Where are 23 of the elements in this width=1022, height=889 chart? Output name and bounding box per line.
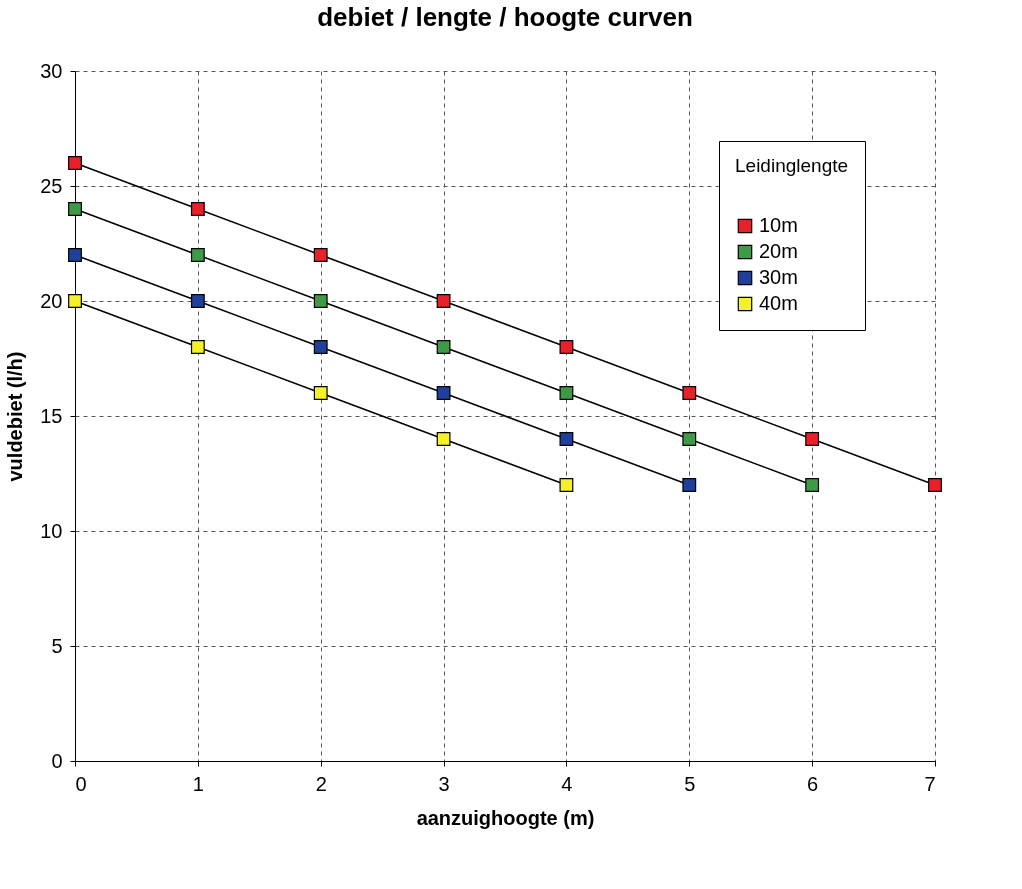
legend-title: Leidinglengte	[735, 155, 849, 176]
x-tick-label: 7	[924, 772, 936, 795]
x-tick-label: 3	[438, 772, 450, 795]
y-tick-label: 20	[40, 289, 63, 312]
x-tick-label: 5	[684, 772, 696, 795]
legend-label: 40m	[759, 292, 798, 314]
x-tick-label: 1	[192, 772, 204, 795]
chart-title: debiet / lengte / hoogte curven	[317, 2, 693, 32]
y-tick-label: 25	[40, 174, 63, 197]
y-tick-label: 15	[40, 404, 63, 427]
legend-label: 20m	[759, 240, 798, 262]
y-tick-label: 0	[51, 749, 63, 772]
legend-label: 10m	[759, 214, 798, 236]
y-axis-title: vuldebiet (l/h)	[4, 351, 27, 482]
x-tick-label: 0	[75, 772, 87, 795]
y-tick-label: 5	[51, 634, 63, 657]
legend-label: 30m	[759, 266, 798, 288]
x-tick-label: 4	[561, 772, 573, 795]
y-tick-label: 30	[40, 59, 63, 82]
x-axis-title: aanzuighoogte (m)	[416, 806, 595, 829]
x-tick-label: 2	[315, 772, 327, 795]
x-tick-label: 6	[807, 772, 819, 795]
y-tick-label: 10	[40, 519, 63, 542]
